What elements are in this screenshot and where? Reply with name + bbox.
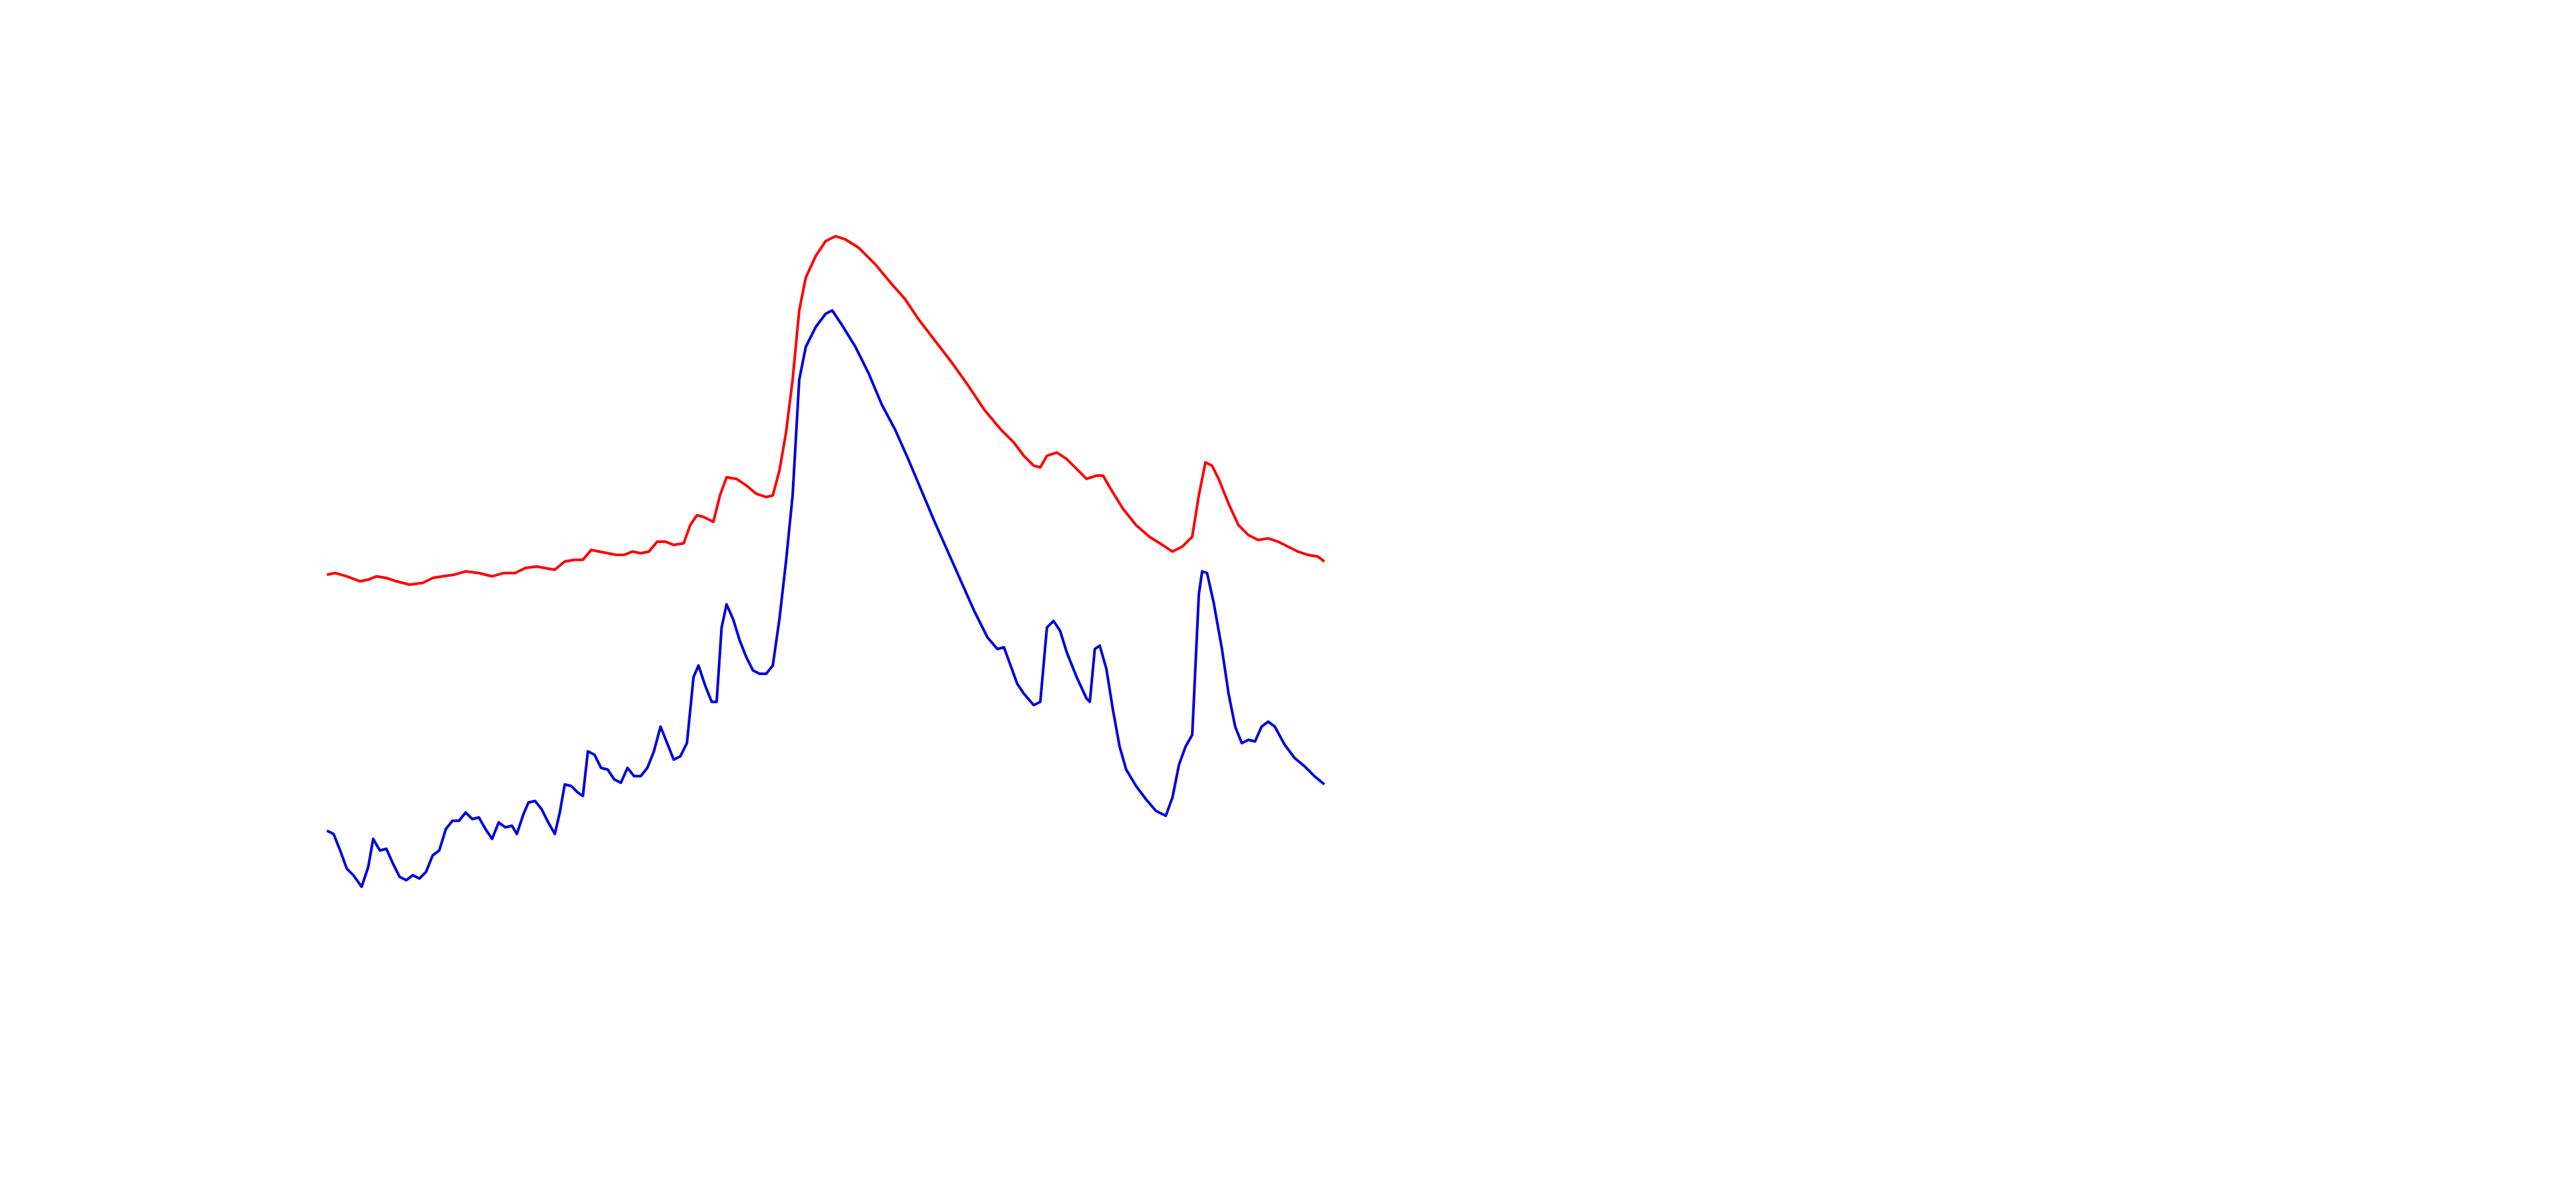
line-series bbox=[326, 234, 1326, 586]
line-series bbox=[326, 309, 1326, 888]
